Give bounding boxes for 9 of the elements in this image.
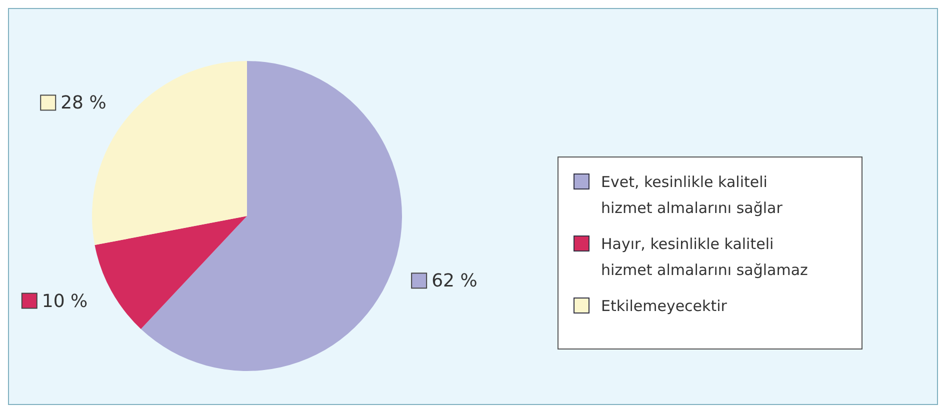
data-label: 10 % <box>42 290 88 312</box>
data-label: 62 % <box>432 270 478 292</box>
pie-slice <box>92 61 247 246</box>
legend-label: Hayır, kesinlikle kaliteli hizmet almalarını sağlamaz <box>601 235 808 279</box>
legend-label: Etkilemeyecektir <box>601 297 728 315</box>
pie-slice <box>94 216 247 329</box>
pie-slice <box>140 61 402 371</box>
data-label: 28 % <box>60 92 106 114</box>
legend-label: Evet, kesinlikle kaliteli hizmet almalarını sağlar <box>601 173 784 217</box>
